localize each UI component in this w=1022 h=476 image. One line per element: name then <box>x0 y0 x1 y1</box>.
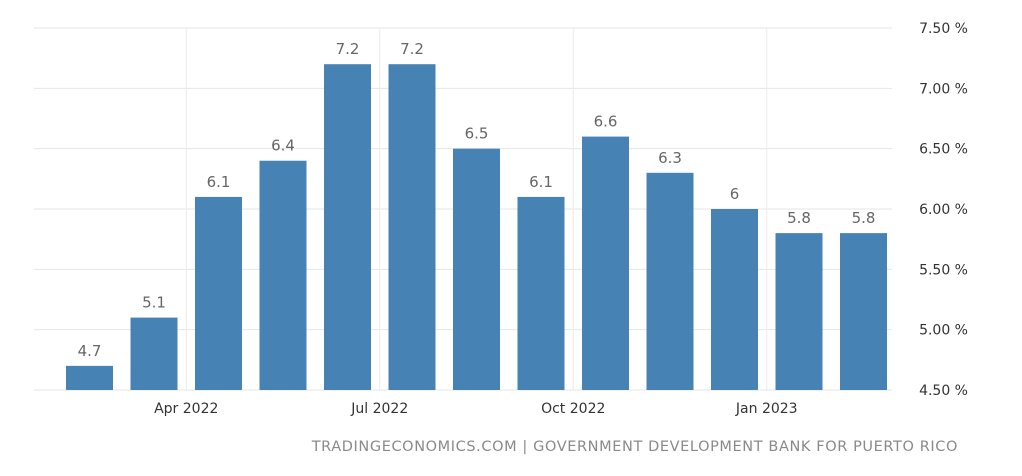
data-label: 5.8 <box>852 209 876 227</box>
x-tick-label: Jan 2023 <box>735 401 798 417</box>
data-label: 7.2 <box>400 40 424 58</box>
y-tick-label: 6.00 % <box>919 202 968 218</box>
data-label: 6.6 <box>594 113 618 131</box>
bar <box>195 196 242 390</box>
data-label: 4.7 <box>78 342 102 360</box>
data-label: 6.1 <box>207 173 231 191</box>
bar <box>388 64 436 390</box>
y-tick-label: 6.50 % <box>919 142 968 158</box>
bar <box>130 317 178 390</box>
data-label: 6 <box>730 185 740 203</box>
data-label: 7.2 <box>336 40 360 58</box>
bar <box>517 196 565 390</box>
bar <box>775 233 823 390</box>
bar <box>453 148 500 390</box>
y-tick-label: 4.50 % <box>919 383 968 399</box>
data-label: 6.4 <box>271 137 295 155</box>
bar <box>582 136 629 390</box>
bar <box>66 365 113 390</box>
y-tick-label: 5.50 % <box>919 262 968 278</box>
bar <box>324 64 371 390</box>
x-tick-label: Apr 2022 <box>154 401 218 417</box>
x-tick-label: Jul 2022 <box>350 401 408 417</box>
x-tick-label: Oct 2022 <box>541 401 605 417</box>
data-label: 5.8 <box>787 209 811 227</box>
data-labels: 4.7 5.1 6.1 6.4 7.2 7.2 6.5 6.1 6.6 6.3 6 5.8 5.8 <box>78 40 876 360</box>
data-label: 5.1 <box>142 294 166 312</box>
x-axis: Apr 2022 Jul 2022 Oct 2022 Jan 2023 <box>154 401 797 417</box>
source-credit: TRADINGECONOMICS.COM | GOVERNMENT DEVELO… <box>311 439 958 455</box>
data-label: 6.3 <box>658 149 682 167</box>
bars <box>66 64 887 390</box>
bar <box>840 233 887 390</box>
bar <box>646 172 694 390</box>
bar <box>259 160 307 390</box>
y-tick-label: 7.00 % <box>919 81 968 97</box>
y-tick-label: 7.50 % <box>919 21 968 37</box>
y-axis: 4.50 % 5.00 % 5.50 % 6.00 % 6.50 % 7.00 % 7.50… <box>919 21 968 399</box>
data-label: 6.1 <box>529 173 553 191</box>
data-label: 6.5 <box>465 125 489 143</box>
bar <box>711 209 758 390</box>
y-tick-label: 5.00 % <box>919 323 968 339</box>
